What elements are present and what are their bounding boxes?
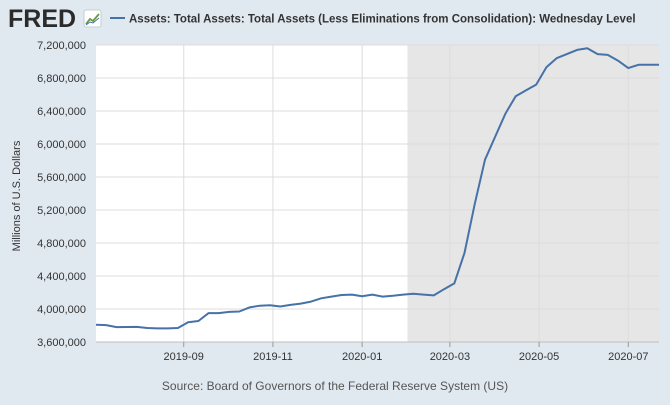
y-tick-label: 3,600,000 [37, 337, 86, 349]
y-axis: 3,600,000 4,000,000 4,400,000 4,800,000 5,20… [37, 40, 86, 349]
y-tick-label: 5,600,000 [37, 172, 86, 184]
y-tick-label: 4,000,000 [37, 304, 86, 316]
x-tick-label: 2020-07 [608, 351, 648, 363]
logo-icon-line [85, 13, 100, 25]
y-tick-label: 6,800,000 [37, 73, 86, 85]
series-line [95, 47, 659, 330]
x-axis: 2019-09 2019-11 2020-01 2020-03 2020-05 2020-… [96, 341, 659, 363]
legend-label: Assets: Total Assets: Total Assets (Less… [129, 14, 636, 26]
x-tick-label: 2020-05 [519, 351, 559, 363]
recession-shading [407, 45, 659, 342]
y-tick-label: 4,400,000 [37, 271, 86, 283]
fred-logo-text: FRED [8, 5, 76, 33]
x-tick-label: 2020-01 [342, 351, 382, 363]
y-tick-label: 6,000,000 [37, 139, 86, 151]
logo-icon-line-2 [85, 17, 100, 26]
y-tick-label: 4,800,000 [37, 238, 86, 250]
y-axis-label: Millions of U.S. Dollars [11, 140, 23, 251]
recession-shading-layer [407, 45, 659, 342]
series-layer [95, 47, 659, 330]
fred-logo-chart-icon [83, 9, 102, 28]
x-tick-label: 2019-11 [253, 351, 293, 363]
x-tick-label: 2019-09 [164, 351, 204, 363]
y-tick-label: 5,200,000 [37, 205, 86, 217]
x-tick-label: 2020-03 [430, 351, 470, 363]
fred-logo[interactable]: FRED [8, 5, 102, 33]
grid-layer [96, 44, 659, 343]
source-note: Source: Board of Governors of the Federa… [162, 379, 508, 393]
y-tick-label: 7,200,000 [37, 40, 86, 52]
y-tick-label: 6,400,000 [37, 106, 86, 118]
